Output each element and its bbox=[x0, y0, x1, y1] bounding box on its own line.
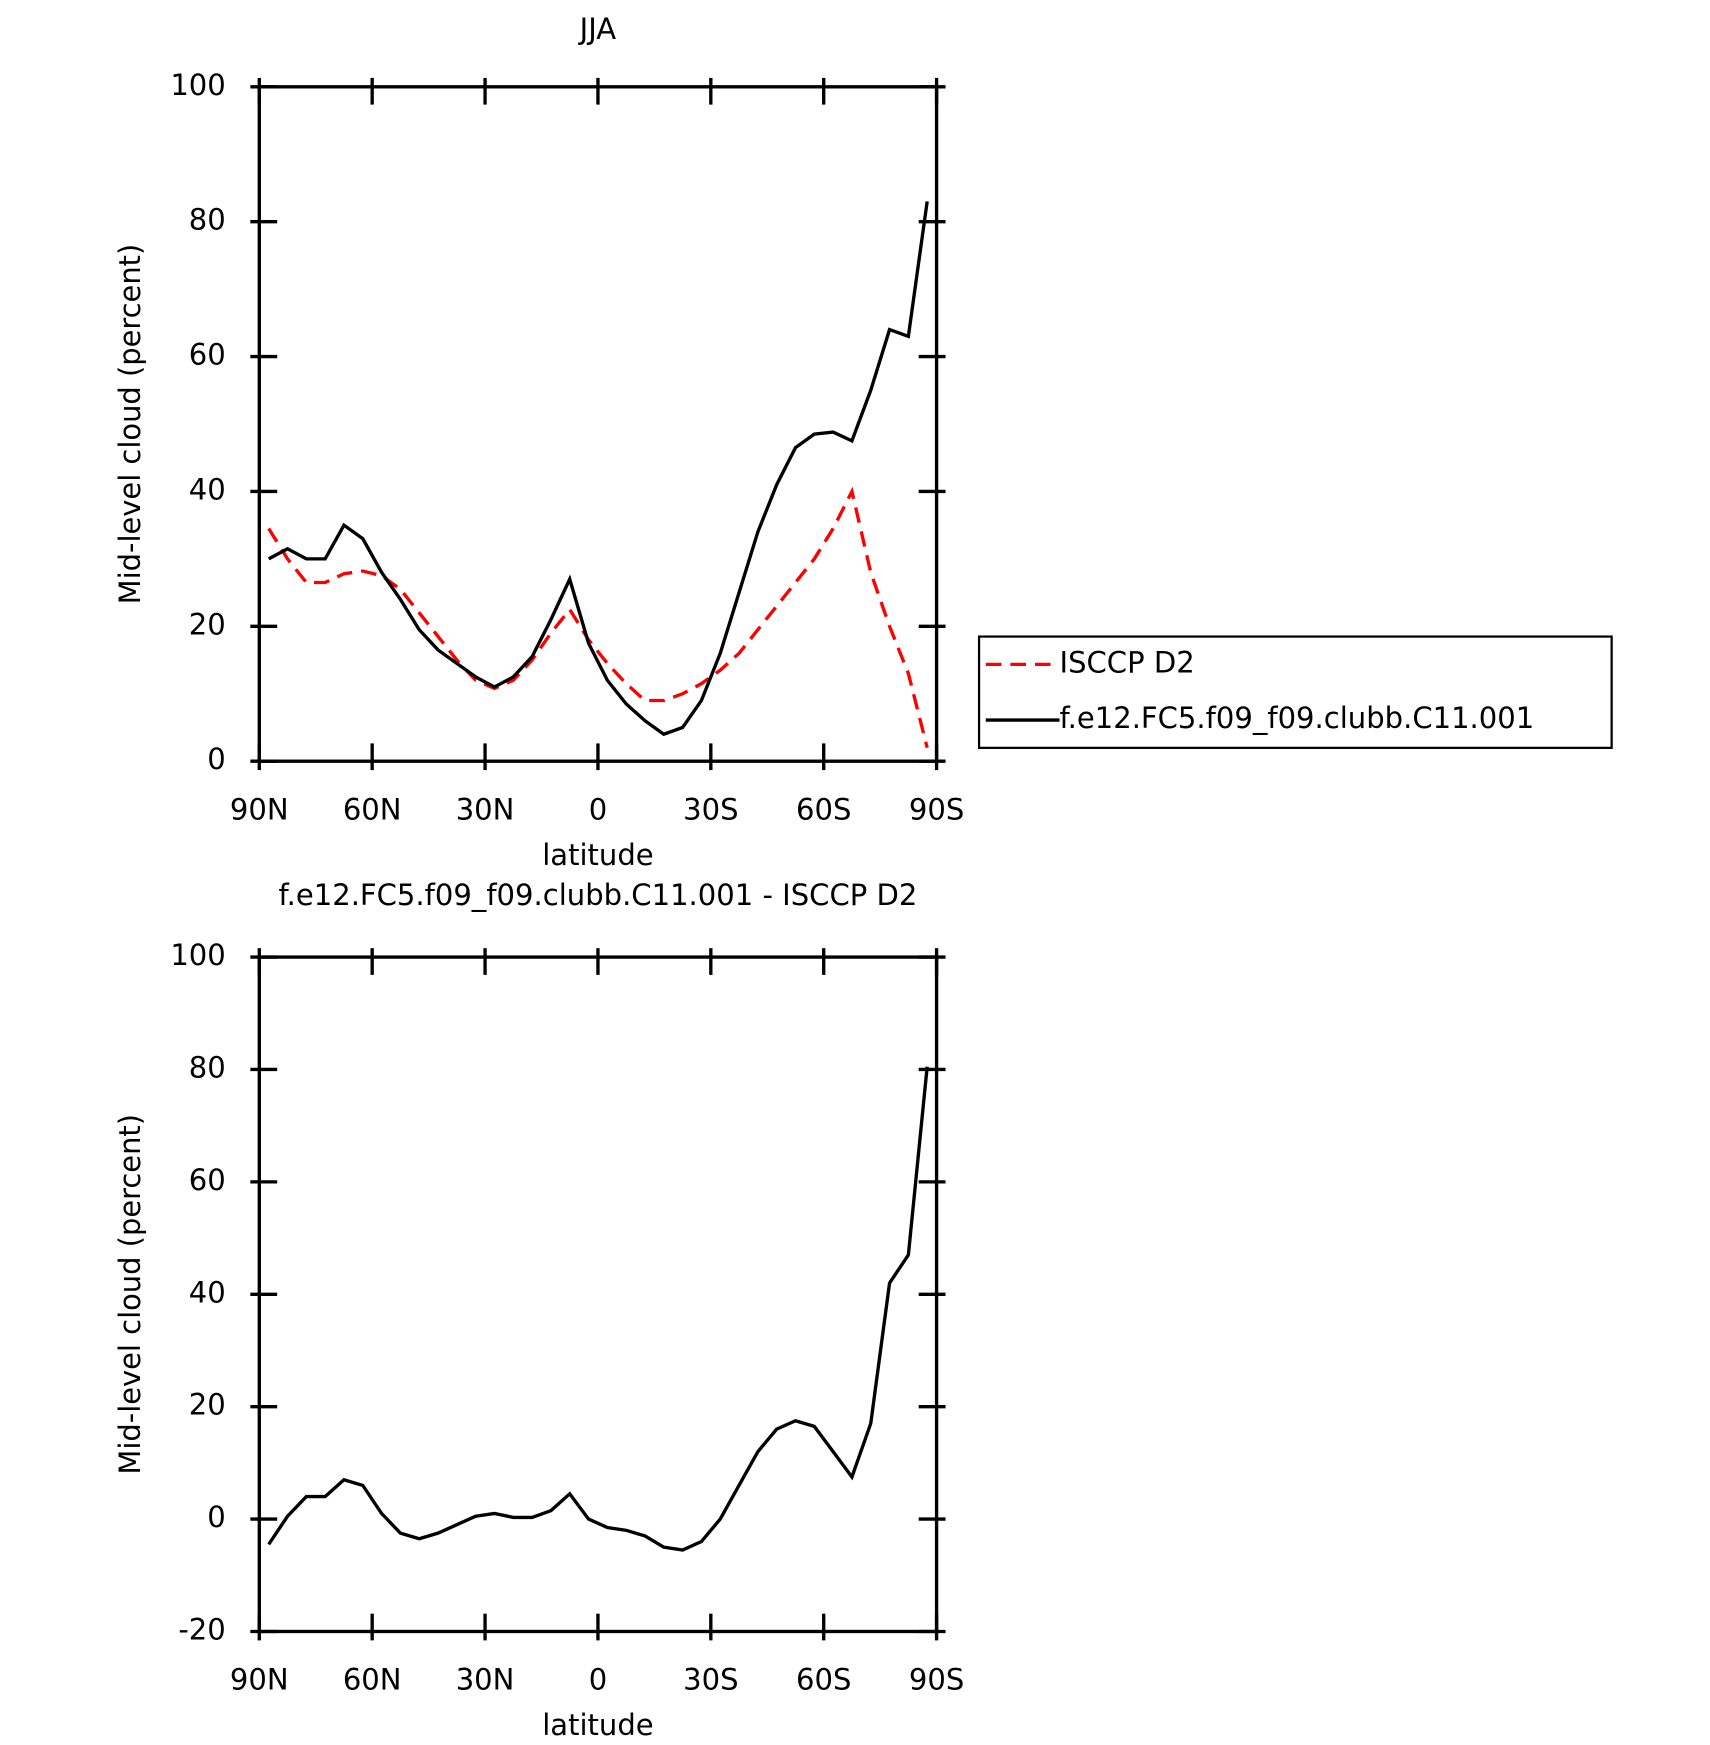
data-line bbox=[267, 486, 929, 749]
x-axis-label: latitude bbox=[542, 838, 653, 872]
x-tick-label: 30S bbox=[683, 792, 738, 826]
legend-label: ISCCP D2 bbox=[1060, 645, 1195, 679]
x-tick-label: 0 bbox=[589, 1663, 607, 1697]
x-tick-label: 60N bbox=[343, 1663, 402, 1697]
data-line bbox=[267, 201, 929, 737]
y-tick-label: 60 bbox=[189, 338, 226, 372]
y-tick-label: -20 bbox=[178, 1613, 225, 1647]
y-tick-label: 60 bbox=[189, 1163, 226, 1197]
y-tick-label: 0 bbox=[207, 1500, 225, 1534]
plot-frame bbox=[257, 955, 939, 1634]
chart-title: f.e12.FC5.f09_f09.clubb.C11.001 - ISCCP … bbox=[279, 878, 918, 912]
y-tick-label: 80 bbox=[189, 203, 226, 237]
y-tick-label: 80 bbox=[189, 1051, 226, 1085]
x-tick-label: 60N bbox=[343, 792, 402, 826]
chart-title: JJA bbox=[578, 12, 617, 46]
y-tick-label: 100 bbox=[170, 938, 225, 972]
x-tick-label: 0 bbox=[589, 792, 607, 826]
y-tick-label: 40 bbox=[189, 1275, 226, 1309]
y-tick-label: 40 bbox=[189, 472, 226, 506]
x-tick-label: 30S bbox=[683, 1663, 738, 1697]
data-line bbox=[267, 1066, 929, 1552]
x-tick-label: 60S bbox=[796, 1663, 851, 1697]
y-tick-label: 20 bbox=[189, 1388, 226, 1422]
legend-label: f.e12.FC5.f09_f09.clubb.C11.001 bbox=[1060, 701, 1535, 735]
x-tick-label: 90N bbox=[230, 792, 289, 826]
x-tick-label: 60S bbox=[796, 792, 851, 826]
y-axis-label: Mid-level cloud (percent) bbox=[113, 244, 147, 605]
y-tick-label: 100 bbox=[170, 68, 225, 102]
y-tick-label: 20 bbox=[189, 607, 226, 641]
x-tick-label: 90S bbox=[909, 792, 964, 826]
y-axis-label: Mid-level cloud (percent) bbox=[113, 1114, 147, 1475]
x-axis-label: latitude bbox=[542, 1708, 653, 1742]
x-tick-label: 30N bbox=[456, 792, 515, 826]
x-tick-label: 90S bbox=[909, 1663, 964, 1697]
legend-box bbox=[977, 635, 1613, 749]
x-tick-label: 90N bbox=[230, 1663, 289, 1697]
y-tick-label: 0 bbox=[207, 742, 225, 776]
x-tick-label: 30N bbox=[456, 1663, 515, 1697]
